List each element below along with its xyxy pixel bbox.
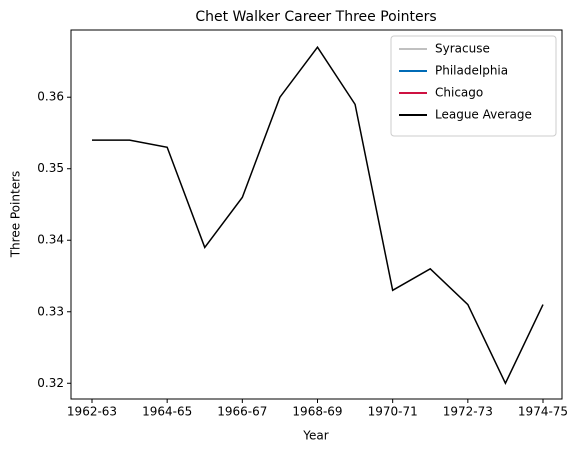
x-tick-label: 1962-63 bbox=[67, 405, 117, 419]
legend-box bbox=[390, 35, 557, 137]
legend-label: Chicago bbox=[435, 86, 483, 100]
legend-label: League Average bbox=[435, 108, 532, 122]
x-tick-label: 1968-69 bbox=[292, 405, 342, 419]
legend-label: Philadelphia bbox=[435, 64, 508, 78]
x-tick-label: 1964-65 bbox=[142, 405, 192, 419]
x-tick-label: 1972-73 bbox=[443, 405, 493, 419]
x-tick-label: 1974-75 bbox=[518, 405, 568, 419]
y-tick-label: 0.34 bbox=[37, 233, 64, 247]
legend-label: Syracuse bbox=[435, 42, 490, 56]
y-tick-label: 0.32 bbox=[37, 376, 64, 390]
x-tick-label: 1970-71 bbox=[368, 405, 418, 419]
y-tick-label: 0.36 bbox=[37, 90, 64, 104]
y-tick-label: 0.33 bbox=[37, 304, 64, 318]
x-tick-label: 1966-67 bbox=[217, 405, 267, 419]
x-axis-label: Year bbox=[302, 429, 328, 443]
plot-frame bbox=[70, 29, 563, 400]
y-tick-label: 0.35 bbox=[37, 161, 64, 175]
y-axis-label: Three Pointers bbox=[9, 171, 23, 259]
series-line bbox=[92, 45, 544, 386]
chart-title: Chet Walker Career Three Pointers bbox=[195, 9, 436, 25]
